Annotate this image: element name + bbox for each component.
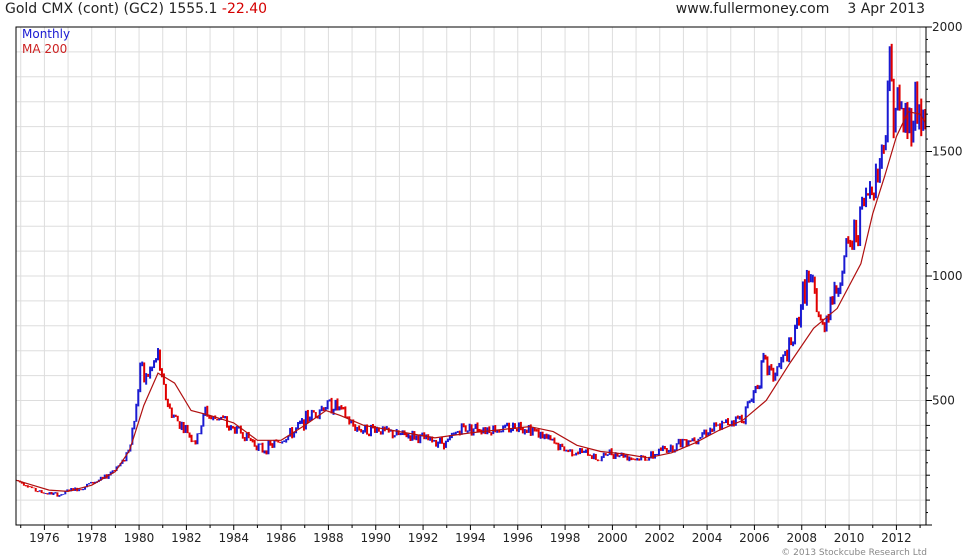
x-tick-label: 2008 (786, 531, 817, 545)
instrument-name: Gold CMX (cont) (GC2) 1555.1 (5, 1, 218, 17)
y-tick-label: 1000 (932, 269, 963, 283)
x-tick-label: 1978 (76, 531, 107, 545)
legend-monthly: Monthly (22, 27, 71, 41)
plot-frame (15, 26, 927, 526)
series-lines (15, 111, 927, 493)
chart-title: Gold CMX (cont) (GC2) 1555.1 -22.40 (5, 1, 267, 17)
x-tick-label: 1992 (408, 531, 439, 545)
x-tick-label: 1980 (124, 531, 155, 545)
x-tick-label: 2000 (597, 531, 628, 545)
x-tick-label: 1996 (502, 531, 533, 545)
x-tick-label: 2002 (644, 531, 675, 545)
y-axis-labels: 500 1000 1500 2000 (932, 20, 963, 408)
y-tick-label: 1500 (932, 145, 963, 159)
x-tick-label: 2010 (834, 531, 865, 545)
x-tick-label: 2012 (881, 531, 912, 545)
source-site: www.fullermoney.com (675, 1, 830, 17)
copyright-notice: © 2013 Stockcube Research Ltd (781, 548, 927, 558)
x-tick-label: 1998 (550, 531, 581, 545)
legend-ma200: MA 200 (22, 42, 68, 56)
x-tick-label: 1982 (171, 531, 202, 545)
price-bars (16, 43, 927, 497)
x-axis-labels: 1976 1978 1980 1982 1984 1986 1988 1990 1992 1994… (29, 531, 912, 545)
ma200-line (15, 111, 927, 493)
x-tick-label: 1976 (29, 531, 60, 545)
chart-date: 3 Apr 2013 (847, 1, 925, 17)
x-tick-label: 1994 (455, 531, 486, 545)
x-tick-label: 1984 (218, 531, 249, 545)
y-tick-label: 2000 (932, 20, 963, 34)
chart-source-date: www.fullermoney.com 3 Apr 2013 (676, 1, 925, 17)
y-tick-label: 500 (932, 394, 955, 408)
x-tick-label: 1986 (266, 531, 297, 545)
price-change: -22.40 (221, 1, 268, 17)
x-tick-label: 2006 (739, 531, 770, 545)
x-tick-label: 1990 (360, 531, 391, 545)
x-tick-label: 1988 (313, 531, 344, 545)
chart-legend: Monthly MA 200 (22, 27, 70, 57)
grid-lines (16, 26, 932, 530)
x-tick-label: 2004 (692, 531, 723, 545)
